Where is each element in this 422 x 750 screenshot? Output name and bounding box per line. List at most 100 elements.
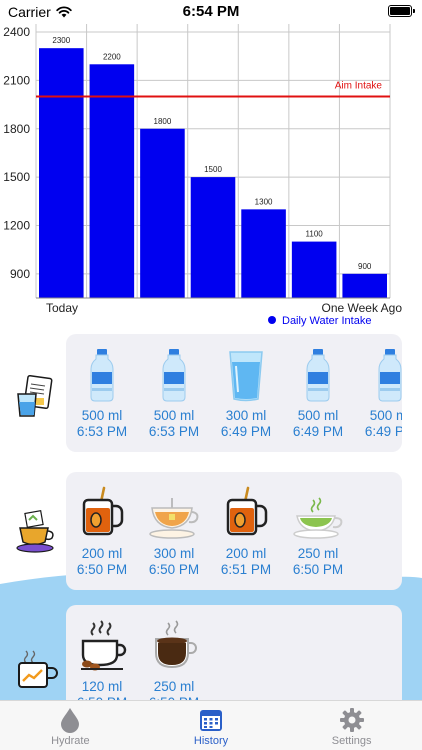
bar-value-label: 2200 [103, 52, 121, 61]
tab-settings-label: Settings [331, 735, 372, 747]
entry-amount: 200 ml [225, 546, 267, 561]
entry-time: 6:50 PM [292, 562, 344, 577]
bar-value-label: 1300 [255, 197, 273, 206]
coffee-cup-beans-icon [77, 617, 127, 673]
bar-value-label: 1800 [154, 117, 172, 126]
aim-intake-label: Aim Intake [335, 81, 383, 92]
water-entry[interactable]: 500 ml 6:53 PM [66, 334, 138, 452]
tea-history-row: 200 ml 6:50 PM 300 ml 6:50 PM 200 ml 6:51 PM 2… [0, 472, 422, 590]
tab-history-label: History [193, 735, 229, 747]
water-entry[interactable]: 500 ml6:49 PM [354, 334, 402, 452]
bar-6 [342, 273, 387, 298]
bar-2 [140, 128, 185, 298]
entry-text: 200 ml 6:50 PM [77, 546, 127, 578]
y-tick-label: 1800 [3, 122, 30, 136]
entry-time: 6:50 PM [76, 562, 128, 577]
tea-entry[interactable]: 300 ml 6:50 PM [138, 472, 210, 590]
gear-icon [339, 708, 364, 732]
entry-amount: 500 ml [81, 408, 123, 423]
tab-hydrate-label: Hydrate [51, 735, 90, 747]
water-bottle-icon [375, 346, 402, 402]
entry-amount: 120 ml [81, 679, 123, 694]
bar-value-label: 900 [358, 262, 372, 271]
water-history-row: 500 ml 6:53 PM 500 ml 6:53 PM 300 ml 6:49 PM 5… [0, 334, 422, 452]
tab-bar: Hydrate History [0, 700, 422, 750]
water-bottle-icon [303, 346, 333, 402]
entry-amount: 300 ml [225, 408, 267, 423]
y-tick-label: 1200 [3, 218, 30, 232]
entry-amount: 500 ml [153, 408, 195, 423]
entry-text: 500 ml6:49 PM [365, 408, 402, 440]
tea-mug-icon [80, 484, 124, 540]
drop-icon [61, 708, 80, 733]
entry-amount: 500 ml [369, 408, 402, 423]
entry-time: 6:53 PM [148, 424, 200, 439]
entry-time: 6:53 PM [76, 424, 128, 439]
tea-history-card[interactable]: 200 ml 6:50 PM 300 ml 6:50 PM 200 ml 6:51 PM 2… [66, 472, 402, 590]
coffee-mug-chart-icon [14, 645, 60, 691]
y-tick-label: 2100 [3, 73, 30, 87]
entry-text: 300 ml 6:49 PM [221, 408, 271, 440]
water-entry[interactable]: 300 ml 6:49 PM [210, 334, 282, 452]
bar-value-label: 1100 [306, 230, 324, 239]
coffee-cup-icon [150, 617, 198, 673]
bar-chart: 2300 2200 1800 1500 1300 1100 900 Aim Intake 9… [3, 24, 403, 327]
bar-3 [190, 177, 236, 298]
entry-time: 6:49 PM [220, 424, 272, 439]
entry-time: 6:49 PM [292, 424, 344, 439]
x-tick-label: One Week Ago [322, 301, 403, 315]
tea-entry[interactable]: 200 ml 6:50 PM [66, 472, 138, 590]
legend-label: Daily Water Intake [282, 315, 371, 327]
water-bottle-icon [87, 346, 117, 402]
wifi-icon [56, 6, 72, 18]
status-bar: Carrier 6:54 PM [0, 0, 422, 24]
entry-amount: 500 ml [297, 408, 339, 423]
green-tea-icon [291, 484, 345, 540]
bar-4 [241, 209, 286, 298]
entry-amount: 300 ml [153, 546, 195, 561]
water-bottle-icon [159, 346, 189, 402]
entry-text: 300 ml 6:50 PM [149, 546, 199, 578]
entry-text: 200 ml 6:51 PM [221, 546, 271, 578]
carrier-label: Carrier [8, 4, 51, 20]
entry-time: 6:50 PM [148, 562, 200, 577]
y-tick-label: 2400 [3, 25, 30, 39]
entry-time: 6:51 PM [220, 562, 272, 577]
bar-0 [39, 48, 84, 298]
bar-value-label: 1500 [204, 165, 222, 174]
tea-entry[interactable]: 250 ml 6:50 PM [282, 472, 354, 590]
tab-history[interactable]: History [141, 701, 282, 750]
tea-cup-icon [14, 508, 60, 554]
intake-chart: 2300 2200 1800 1500 1300 1100 900 Aim Intake 9… [0, 24, 422, 334]
tea-mug-icon [224, 484, 268, 540]
tab-hydrate[interactable]: Hydrate [0, 701, 141, 750]
status-time: 6:54 PM [182, 3, 240, 20]
battery-icon [388, 5, 415, 17]
tab-settings[interactable]: Settings [281, 701, 422, 750]
water-history-card[interactable]: 500 ml 6:53 PM 500 ml 6:53 PM 300 ml 6:49 PM 5… [66, 334, 402, 452]
entry-amount: 250 ml [297, 546, 339, 561]
bar-1 [89, 64, 135, 298]
entry-text: 500 ml 6:53 PM [77, 408, 127, 440]
legend-marker [268, 316, 276, 324]
bar-5 [291, 241, 337, 298]
entry-amount: 200 ml [81, 546, 123, 561]
calendar-icon [200, 710, 222, 731]
x-tick-label: Today [46, 301, 78, 315]
water-glass-paper-icon [14, 374, 60, 420]
water-glass-icon [227, 346, 265, 402]
entry-time: 6:49 PM [364, 424, 402, 439]
entry-text: 500 ml 6:53 PM [149, 408, 199, 440]
water-entry[interactable]: 500 ml 6:53 PM [138, 334, 210, 452]
y-tick-label: 900 [10, 267, 30, 281]
entry-amount: 250 ml [153, 679, 195, 694]
tea-entry[interactable]: 200 ml 6:51 PM [210, 472, 282, 590]
tea-cup-bag-icon [148, 484, 200, 540]
bar-value-label: 2300 [52, 36, 70, 45]
y-tick-label: 1500 [3, 170, 30, 184]
